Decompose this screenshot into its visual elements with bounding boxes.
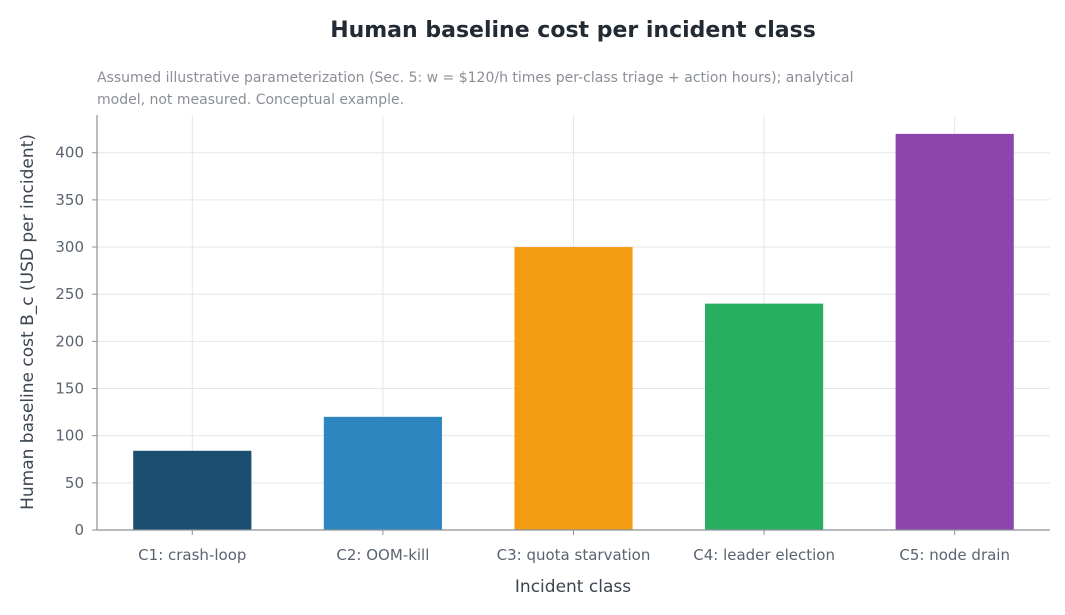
- x-tick-label: C1: crash-loop: [138, 546, 246, 564]
- tick-labels: 0 50 100 150 200 250 300 350 400 C1: crash-loop C2…: [55, 144, 1010, 564]
- y-tick-label: 150: [55, 380, 84, 398]
- x-tick-label: C2: OOM-kill: [336, 546, 429, 564]
- x-axis-label: Incident class: [515, 577, 631, 597]
- x-tick-label: C5: node drain: [899, 546, 1010, 564]
- x-tick-label: C4: leader election: [693, 546, 835, 564]
- x-tick-label: C3: quota starvation: [497, 546, 651, 564]
- bar: [323, 416, 442, 530]
- axes: [92, 115, 1050, 535]
- bar: [514, 247, 633, 530]
- y-axis-label: Human baseline cost B_c (USD per inciden…: [18, 134, 38, 510]
- bar: [133, 450, 252, 530]
- y-tick-label: 350: [55, 191, 84, 209]
- y-tick-label: 400: [55, 144, 84, 162]
- y-tick-label: 0: [74, 521, 84, 539]
- chart-subtitle-line-2: model, not measured. Conceptual example.: [97, 92, 404, 108]
- y-tick-label: 50: [65, 474, 84, 492]
- y-tick-label: 200: [55, 332, 84, 350]
- chart-subtitle-line-1: Assumed illustrative parameterization (S…: [97, 70, 854, 86]
- bar: [705, 303, 824, 530]
- y-tick-label: 100: [55, 427, 84, 445]
- bar: [895, 133, 1014, 530]
- chart-title: Human baseline cost per incident class: [330, 18, 816, 43]
- bars: [133, 133, 1014, 530]
- y-tick-label: 300: [55, 238, 84, 256]
- y-tick-label: 250: [55, 285, 84, 303]
